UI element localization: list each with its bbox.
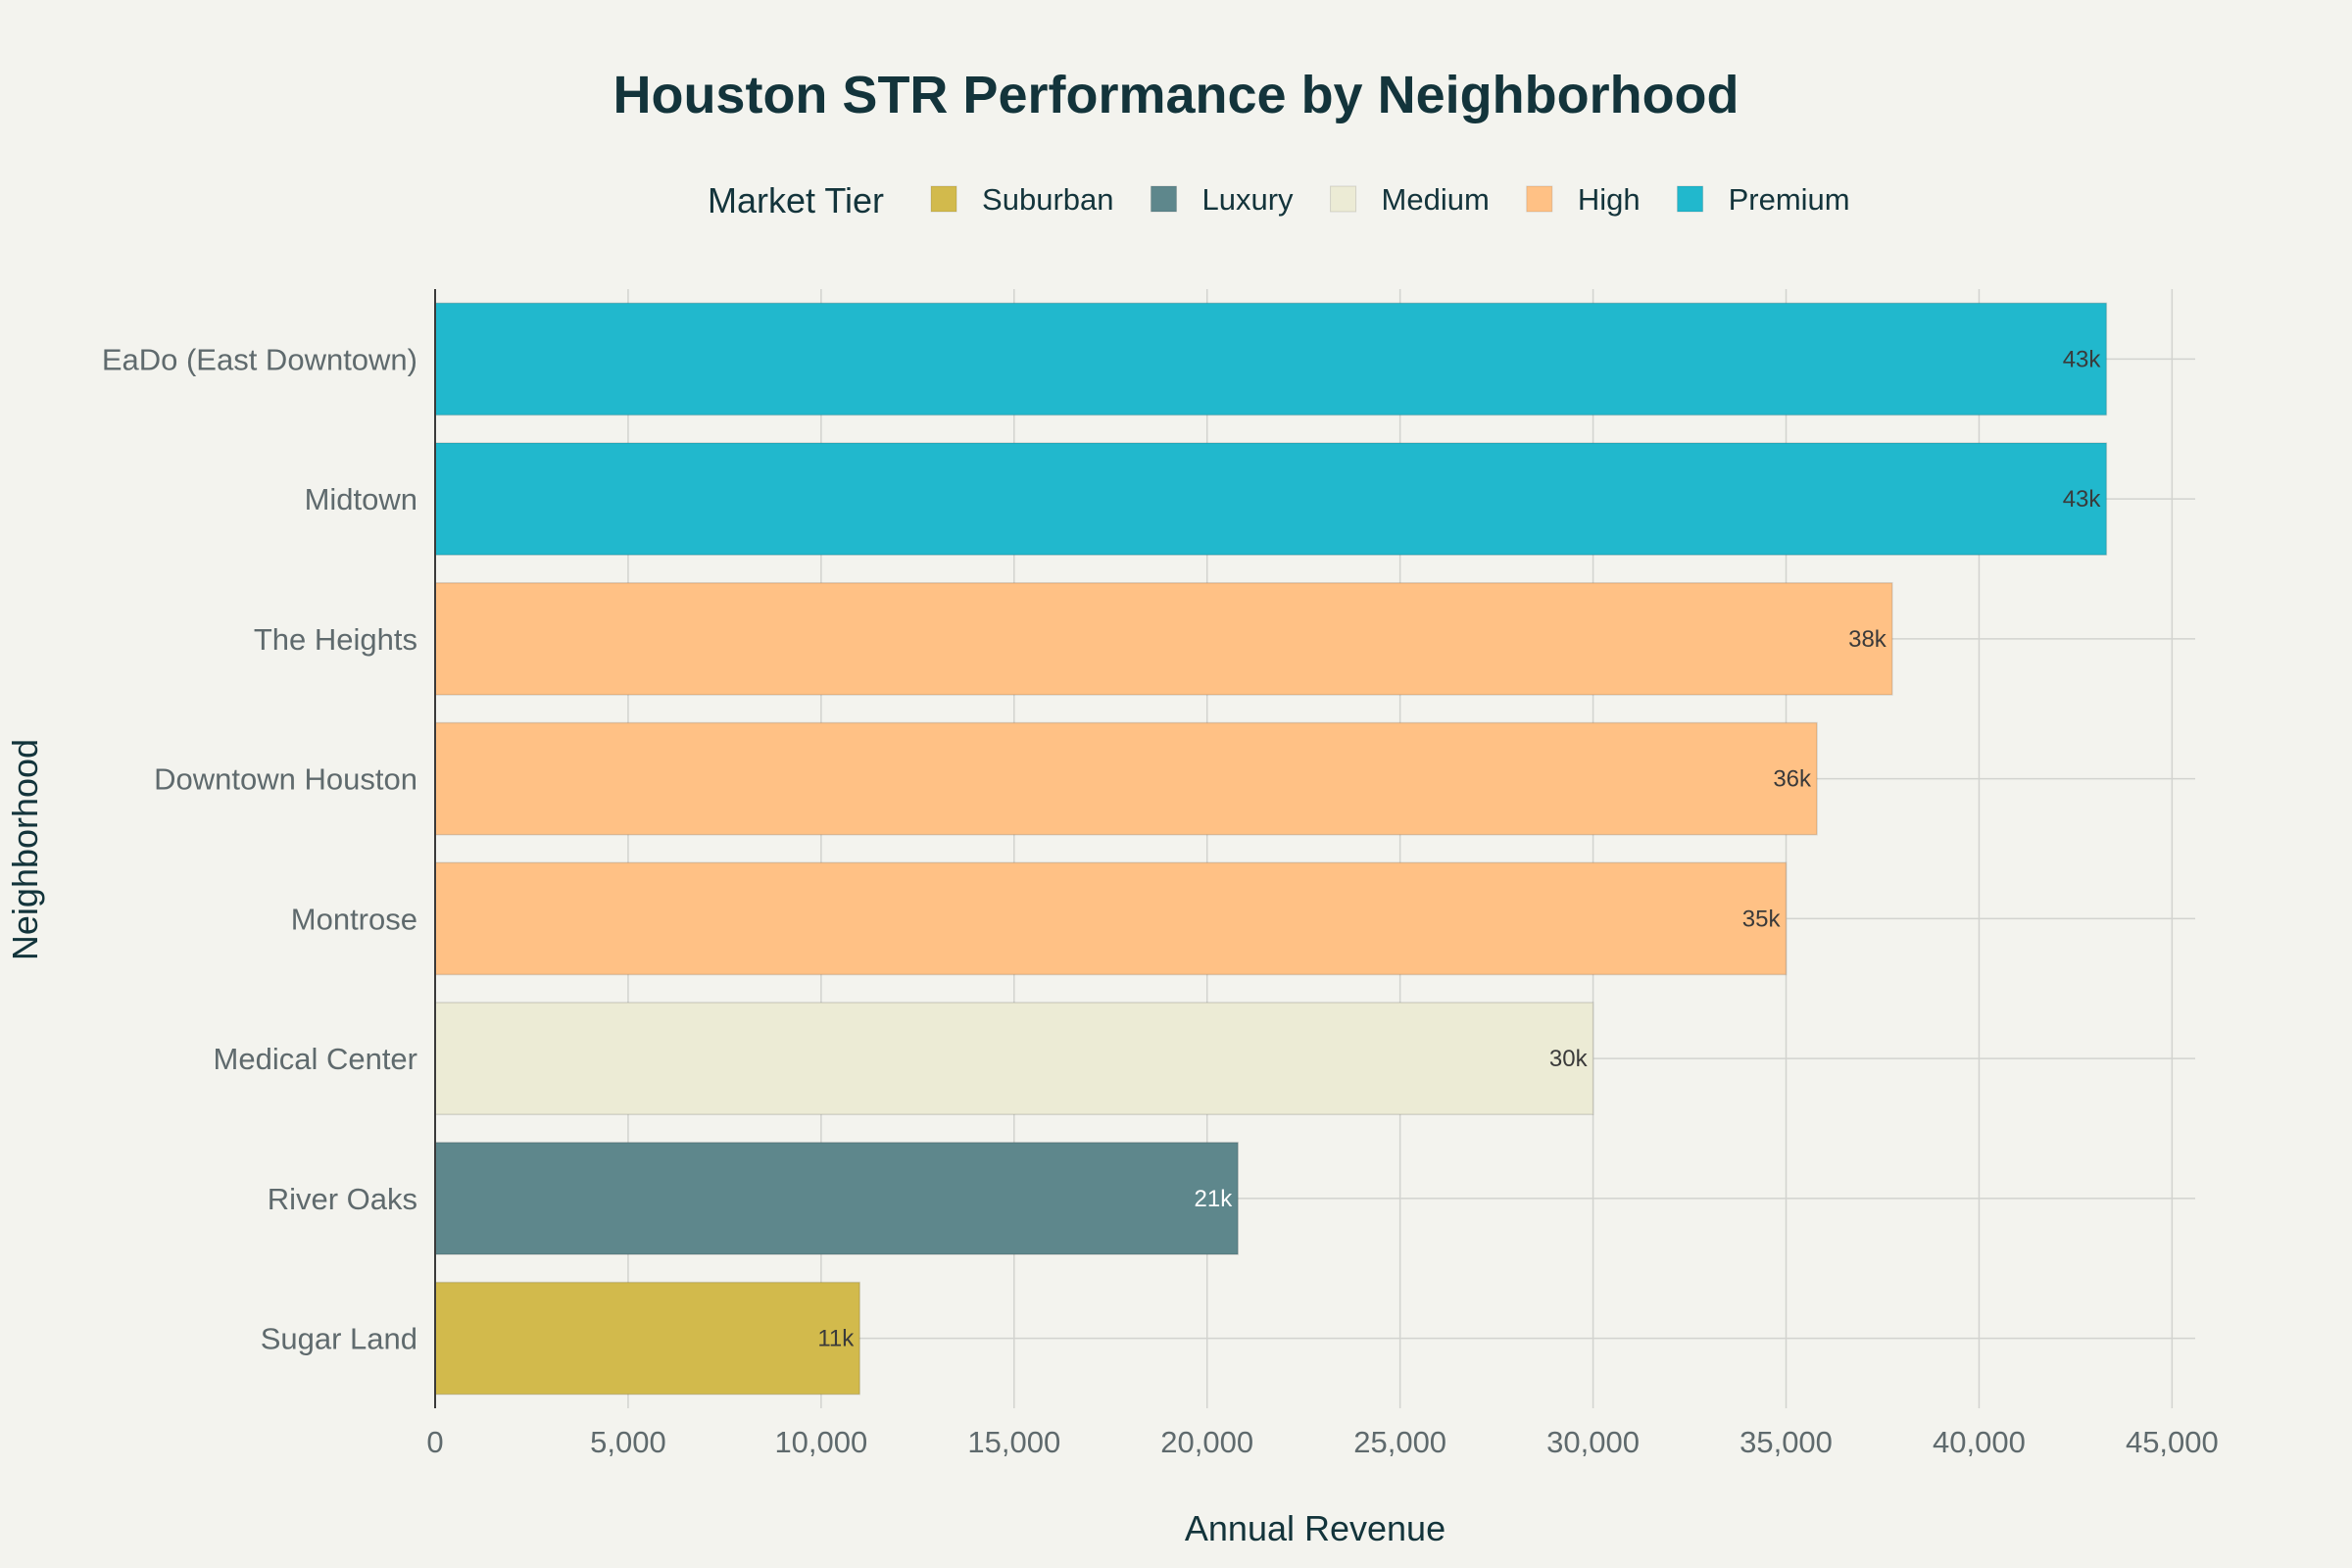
x-tick-label: 40,000 bbox=[1933, 1425, 2026, 1459]
bars: 43k 43k 38k 36k 35k 30k 21k 11k bbox=[434, 302, 2108, 1396]
legend-swatch bbox=[930, 185, 957, 213]
legend-label: High bbox=[1578, 182, 1641, 217]
legend-label: Luxury bbox=[1202, 182, 1295, 217]
y-tick-label: Downtown Houston bbox=[154, 762, 417, 797]
x-tick-label: 45,000 bbox=[2126, 1425, 2219, 1459]
y-axis-title: Neighborhood bbox=[5, 739, 45, 960]
legend-title: Market Tier bbox=[708, 180, 884, 220]
legend-label: Premium bbox=[1729, 182, 1850, 217]
x-tick-label: 20,000 bbox=[1160, 1425, 1253, 1459]
y-tick-label: Sugar Land bbox=[261, 1322, 417, 1356]
chart-title: Houston STR Performance by Neighborhood bbox=[612, 66, 1739, 124]
bar-data-label: 21k bbox=[1195, 1186, 1234, 1212]
x-tick-label: 0 bbox=[426, 1425, 443, 1459]
x-axis-ticks: 0 5,000 10,000 15,000 20,000 25,000 30,000 35,0… bbox=[426, 1425, 2218, 1459]
legend-swatch bbox=[1677, 185, 1704, 213]
x-tick-label: 35,000 bbox=[1740, 1425, 1833, 1459]
x-tick-label: 5,000 bbox=[590, 1425, 666, 1459]
legend-swatch bbox=[1151, 185, 1177, 213]
legend-label: Medium bbox=[1382, 182, 1490, 217]
legend-swatch bbox=[1330, 185, 1357, 213]
y-tick-label: Montrose bbox=[291, 902, 417, 936]
legend-label: Suburban bbox=[982, 182, 1113, 217]
x-tick-label: 25,000 bbox=[1353, 1425, 1446, 1459]
y-tick-label: River Oaks bbox=[268, 1182, 417, 1216]
y-tick-label: Midtown bbox=[305, 482, 417, 516]
bar-premium bbox=[434, 302, 2108, 416]
y-tick-label: EaDo (East Downtown) bbox=[102, 342, 417, 376]
bar-high bbox=[434, 721, 1818, 836]
x-tick-label: 10,000 bbox=[774, 1425, 867, 1459]
x-tick-label: 30,000 bbox=[1546, 1425, 1640, 1459]
bar-luxury bbox=[434, 1142, 1239, 1255]
bar-data-label: 38k bbox=[1848, 626, 1887, 653]
bar-data-label: 43k bbox=[2063, 486, 2102, 513]
y-tick-label: The Heights bbox=[254, 622, 417, 657]
bar-data-label: 36k bbox=[1773, 766, 1812, 793]
bar-data-label: 35k bbox=[1742, 906, 1782, 932]
bar-medium bbox=[434, 1002, 1594, 1115]
bar-data-label: 11k bbox=[817, 1326, 855, 1352]
legend-swatch bbox=[1526, 185, 1553, 213]
y-axis-ticks: EaDo (East Downtown) Midtown The Heights Do… bbox=[102, 342, 417, 1355]
y-tick-label: Medical Center bbox=[214, 1042, 417, 1076]
bar-premium bbox=[434, 442, 2108, 556]
x-tick-label: 15,000 bbox=[967, 1425, 1060, 1459]
legend: Market Tier Suburban Luxury Medium High Prem… bbox=[708, 180, 1850, 220]
bar-high bbox=[434, 861, 1788, 976]
bar-data-label: 30k bbox=[1549, 1046, 1589, 1072]
bar-suburban bbox=[434, 1281, 860, 1396]
bar-data-label: 43k bbox=[2063, 346, 2102, 372]
x-axis-title: Annual Revenue bbox=[1185, 1508, 1446, 1548]
bar-high bbox=[434, 582, 1893, 696]
